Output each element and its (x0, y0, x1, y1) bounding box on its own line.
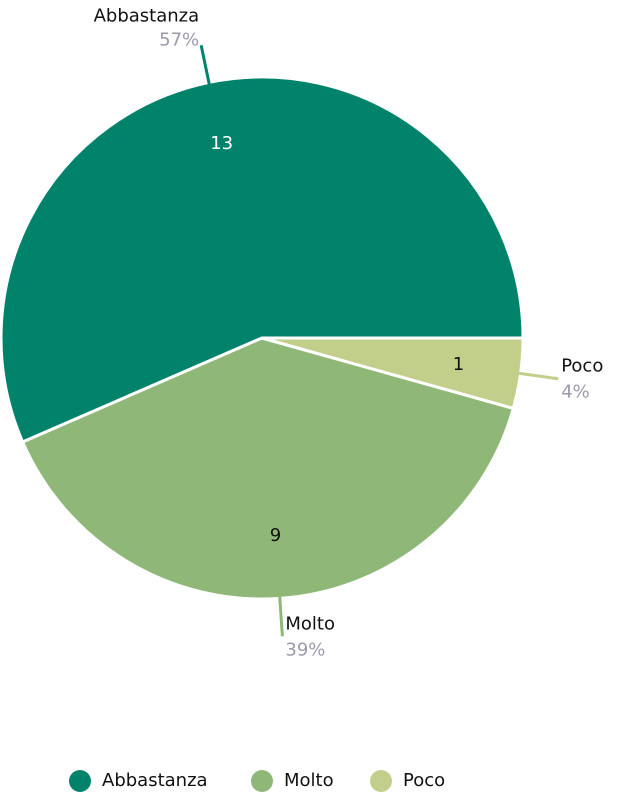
legend-swatch (370, 770, 392, 792)
slice-label: Poco (561, 356, 603, 377)
data-label: 1 (453, 354, 464, 375)
data-label: 9 (270, 525, 281, 546)
percent-label: 4% (561, 382, 590, 403)
leader-line (199, 44, 211, 85)
leader-line (278, 596, 284, 637)
slice-label: Abbastanza (94, 5, 200, 26)
legend-swatch (69, 770, 91, 792)
percent-label: 39% (285, 639, 325, 660)
leader-line (518, 371, 559, 381)
legend-label: Abbastanza (102, 770, 208, 791)
percent-label: 57% (159, 29, 199, 50)
legend-label: Poco (403, 770, 445, 791)
legend-label: Molto (284, 770, 334, 791)
slice-label: Molto (285, 613, 335, 634)
data-label: 13 (210, 133, 233, 154)
legend-swatch (251, 770, 273, 792)
